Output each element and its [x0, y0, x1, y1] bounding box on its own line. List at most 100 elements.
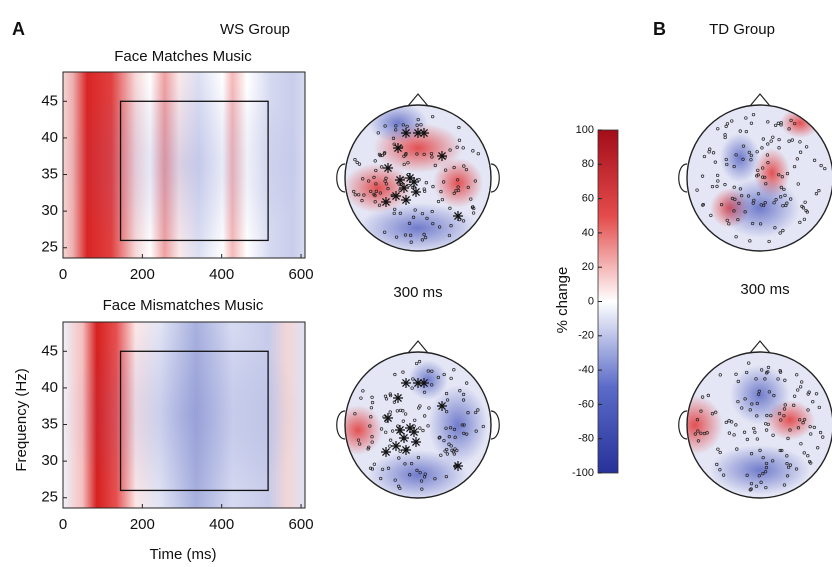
electrode: [736, 399, 740, 404]
electrode: [414, 361, 419, 366]
electrode: [783, 378, 787, 382]
electrode: [426, 369, 430, 373]
electrode: [418, 404, 422, 408]
electrode: [711, 151, 716, 155]
ear: [490, 410, 500, 440]
electrode: [376, 131, 380, 135]
electrode: [409, 240, 413, 244]
electrode: [812, 158, 817, 162]
electrode: [745, 437, 750, 442]
electrode: [741, 157, 745, 161]
electrode: [474, 429, 478, 433]
electrode: [772, 393, 776, 398]
electrode: [821, 435, 825, 439]
electrode: [781, 204, 785, 208]
electrode: [786, 436, 790, 441]
electrode: [743, 397, 747, 401]
electrode: [802, 217, 807, 222]
electrode: [802, 418, 807, 422]
electrode: [695, 188, 699, 192]
electrode: [732, 209, 736, 213]
electrode: [452, 427, 457, 432]
electrode: [739, 193, 744, 198]
electrode: [767, 239, 771, 244]
electrode: [779, 418, 783, 422]
electrode: [439, 189, 443, 194]
electrode: [757, 389, 761, 393]
electrode: [716, 127, 720, 131]
electrode: [373, 193, 377, 198]
electrode: [699, 431, 703, 435]
electrode: [705, 431, 709, 435]
electrode: [372, 175, 376, 180]
electrode: [377, 203, 382, 207]
electrode: [367, 179, 371, 183]
electrode: [699, 409, 703, 413]
electrode: [439, 453, 443, 457]
electrode: [783, 403, 787, 407]
topo-label: 300 ms: [740, 281, 789, 298]
electrode: [403, 412, 408, 416]
electrode: [785, 474, 790, 478]
electrode: [741, 144, 746, 148]
electrode: [461, 146, 465, 150]
electrode: [764, 428, 769, 432]
electrode: [734, 235, 738, 239]
electrode: [440, 197, 445, 202]
electrode: [778, 370, 783, 374]
electrode: [763, 377, 767, 381]
panel-label: B: [653, 19, 666, 39]
electrode: [755, 414, 759, 418]
ear: [336, 163, 346, 193]
electrode: [454, 189, 458, 193]
electrode: [411, 215, 416, 219]
electrode: [431, 221, 435, 226]
significance-star: [453, 461, 463, 471]
electrode: [374, 182, 378, 186]
topo-map: [336, 93, 500, 252]
colorbar-tick-label: -20: [578, 330, 594, 342]
significance-star: [453, 211, 463, 221]
electrode: [725, 218, 729, 223]
electrode: [700, 395, 705, 399]
electrode: [370, 435, 374, 439]
significance-star: [393, 393, 403, 403]
electrode: [736, 217, 740, 222]
electrode: [755, 174, 759, 178]
electrode: [788, 463, 793, 467]
electrode: [373, 159, 377, 163]
nose: [749, 340, 771, 354]
colorbar-tick-label: 20: [582, 261, 594, 273]
electrode: [369, 189, 373, 193]
electrode: [372, 462, 377, 466]
electrode: [749, 487, 753, 491]
electrode: [798, 150, 803, 154]
electrode: [404, 152, 408, 156]
x-tick-label: 200: [130, 516, 155, 533]
electrode: [473, 179, 477, 183]
electrode: [462, 423, 466, 427]
electrode: [455, 145, 459, 149]
significance-star: [391, 191, 401, 201]
electrode: [452, 165, 456, 170]
electrode: [823, 166, 827, 171]
electrode: [437, 225, 442, 229]
electrode: [700, 174, 705, 178]
electrode: [366, 447, 370, 451]
scalp-outline: [686, 104, 832, 252]
electrode: [407, 221, 412, 225]
y-axis-label: Frequency (Hz): [13, 368, 30, 471]
electrode: [702, 154, 707, 159]
electrode: [756, 192, 761, 196]
electrode: [806, 392, 810, 396]
electrode: [812, 425, 816, 430]
electrode: [732, 433, 736, 437]
electrode: [787, 139, 791, 143]
window-box: [119, 350, 269, 492]
electrode: [749, 121, 754, 125]
electrode: [422, 232, 426, 237]
significance-star: [405, 423, 415, 433]
electrode: [424, 181, 428, 185]
electrode: [738, 187, 743, 191]
electrode: [476, 408, 480, 412]
